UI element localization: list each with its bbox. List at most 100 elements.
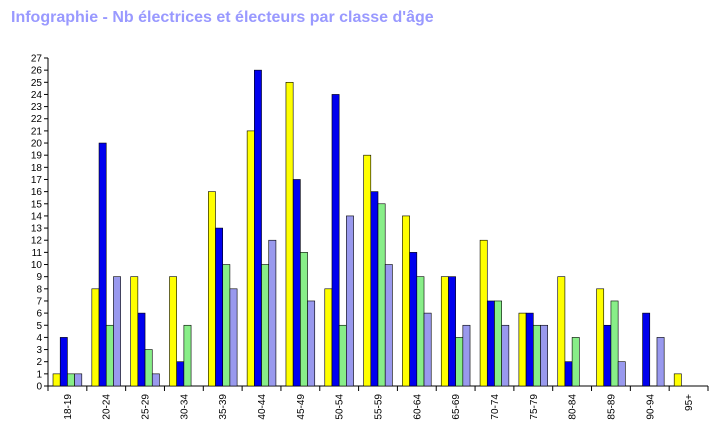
y-tick-label: 1	[36, 369, 42, 380]
x-tick-label: 65-69	[451, 394, 462, 420]
bar-18-19-s3	[67, 373, 75, 387]
y-tick-label: 24	[31, 90, 43, 101]
y-tick-label: 6	[36, 309, 42, 320]
bar-20-24-s1	[91, 288, 100, 387]
bar-40-44-s3	[261, 264, 270, 387]
x-tick-label: 75-79	[529, 394, 540, 420]
bar-65-69-s4	[462, 324, 471, 387]
bar-70-74-s2	[486, 300, 495, 387]
y-tick-label: 4	[36, 333, 42, 344]
y-tick-label: 27	[31, 54, 43, 65]
bar-60-64-s2	[409, 252, 418, 387]
bar-80-84-s1	[557, 276, 566, 387]
x-tick-label: 55-59	[374, 394, 385, 420]
y-tick-label: 22	[31, 114, 43, 125]
y-tick-label: 5	[36, 321, 42, 332]
bar-60-64-s3	[416, 276, 425, 387]
y-tick-label: 18	[31, 163, 43, 174]
bar-60-64-s4	[423, 312, 432, 387]
bar-55-59-s2	[370, 191, 379, 387]
bar-80-84-s2	[564, 361, 573, 387]
x-tick-label: 40-44	[257, 394, 268, 420]
bar-45-49-s1	[285, 81, 294, 387]
x-tick-label: 45-49	[296, 394, 307, 420]
bar-60-64-s1	[402, 215, 410, 387]
bar-85-89-s2	[603, 324, 612, 387]
bar-95+-s1	[673, 373, 682, 387]
bar-40-44-s1	[246, 130, 255, 387]
y-tick-label: 21	[31, 126, 43, 137]
bar-55-59-s3	[377, 203, 386, 387]
bar-18-19-s1	[52, 373, 61, 387]
bar-45-49-s3	[300, 252, 308, 387]
bar-70-74-s4	[501, 324, 510, 387]
bar-85-89-s4	[617, 361, 626, 387]
x-tick-label: 90-94	[645, 394, 656, 420]
y-tick-label: 16	[31, 187, 43, 198]
bar-75-79-s2	[525, 312, 534, 387]
y-tick-label: 26	[31, 66, 43, 77]
y-tick-label: 14	[31, 211, 43, 222]
bars	[52, 69, 682, 387]
y-tick-label: 25	[31, 78, 43, 89]
y-tick-label: 10	[31, 260, 43, 271]
y-tick-label: 20	[31, 139, 43, 150]
y-tick-label: 8	[36, 284, 42, 295]
bar-30-34-s3	[183, 324, 192, 387]
x-tick-label: 35-39	[218, 394, 229, 420]
bar-75-79-s1	[518, 312, 527, 387]
bar-75-79-s3	[532, 324, 541, 387]
bar-80-84-s3	[571, 337, 580, 387]
y-axis: 0123456789101112131415161718192021222324…	[31, 54, 49, 393]
bar-65-69-s2	[448, 276, 456, 387]
y-tick-label: 17	[31, 175, 43, 186]
bar-25-29-s1	[130, 276, 139, 387]
x-tick-label: 30-34	[179, 394, 190, 420]
chart-title: Infographie - Nb électrices et électeurs…	[11, 9, 434, 26]
y-tick-label: 19	[31, 151, 43, 162]
bar-75-79-s4	[540, 324, 548, 387]
bar-35-39-s2	[215, 227, 224, 387]
y-tick-label: 0	[36, 382, 42, 393]
x-tick-label: 60-64	[412, 394, 423, 420]
y-tick-label: 12	[31, 236, 43, 247]
bar-90-94-s4	[656, 337, 665, 387]
bar-45-49-s4	[307, 300, 316, 387]
bar-18-19-s4	[74, 373, 83, 387]
x-tick-label: 80-84	[568, 394, 579, 420]
bar-85-89-s3	[610, 300, 619, 387]
bar-20-24-s2	[98, 142, 107, 387]
y-tick-label: 23	[31, 102, 43, 113]
bar-25-29-s3	[144, 349, 153, 387]
bar-40-44-s2	[254, 69, 262, 387]
bar-70-74-s3	[494, 300, 502, 387]
x-tick-label: 25-29	[141, 394, 152, 420]
bar-50-54-s4	[346, 215, 354, 387]
y-tick-label: 3	[36, 345, 42, 356]
bar-65-69-s3	[455, 337, 464, 387]
bar-20-24-s3	[105, 324, 114, 387]
bar-50-54-s3	[338, 324, 347, 387]
bar-30-34-s2	[176, 361, 185, 387]
bar-25-29-s2	[137, 312, 146, 387]
bar-90-94-s2	[642, 312, 651, 387]
y-tick-label: 7	[36, 296, 42, 307]
bar-35-39-s4	[229, 288, 238, 387]
bar-45-49-s2	[292, 179, 301, 387]
y-tick-label: 13	[31, 224, 43, 235]
bar-50-54-s2	[331, 94, 340, 387]
bar-55-59-s4	[384, 264, 393, 387]
bar-85-89-s1	[596, 288, 605, 387]
x-tick-label: 85-89	[606, 394, 617, 420]
y-tick-label: 15	[31, 199, 43, 210]
x-axis: 18-19 20-24 25-29 30-34 35-39 40-44 45-49 50-54…	[47, 385, 709, 420]
bar-55-59-s1	[363, 154, 372, 387]
x-tick-label: 95+	[684, 394, 695, 411]
x-tick-label: 18-19	[63, 394, 74, 420]
bar-30-34-s1	[169, 276, 177, 387]
bar-35-39-s3	[222, 264, 231, 387]
bar-70-74-s1	[479, 239, 488, 387]
bar-18-19-s2	[59, 337, 68, 387]
y-tick-label: 9	[36, 272, 42, 283]
